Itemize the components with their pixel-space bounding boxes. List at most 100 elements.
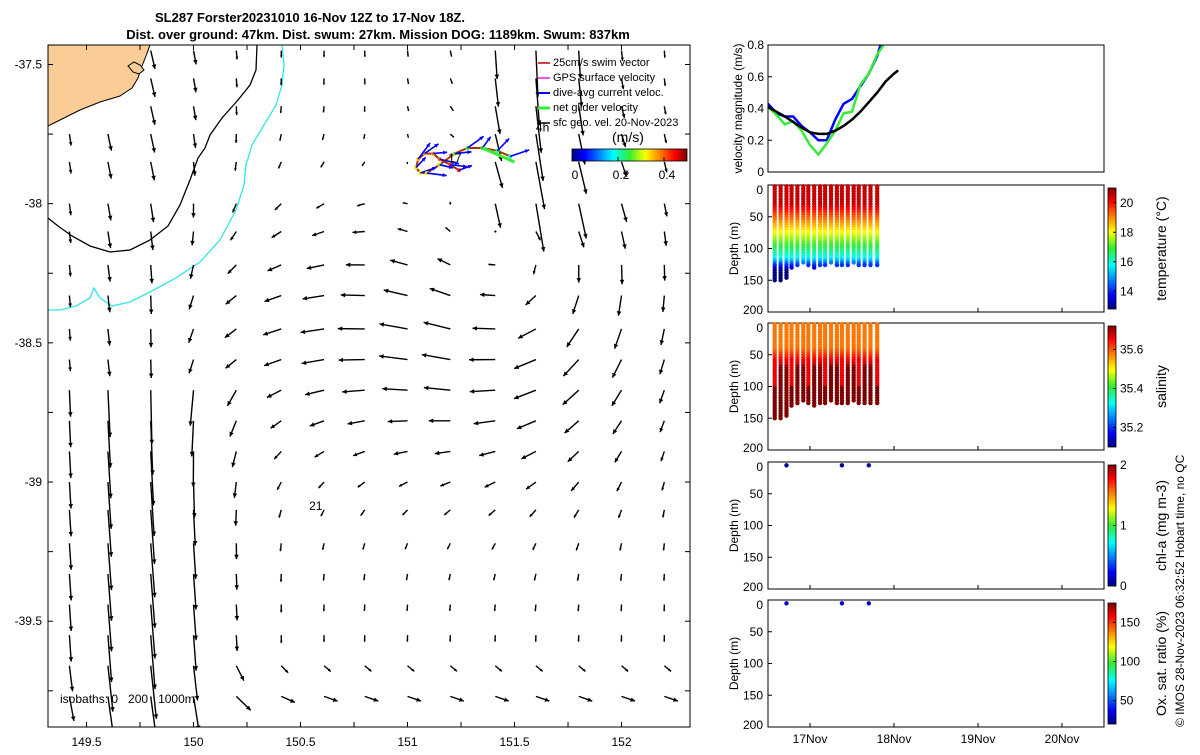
section-point bbox=[778, 416, 782, 420]
legend-dive-avg-label: dive-avg current veloc. bbox=[553, 87, 664, 99]
section-point bbox=[835, 263, 839, 267]
section-point bbox=[823, 401, 827, 405]
section-point bbox=[867, 601, 871, 605]
colorbar-tick-label: 150 bbox=[1120, 616, 1140, 630]
depth-ytick-label: 100 bbox=[743, 242, 763, 256]
isobaths-label: isobaths: 0 200 1000m bbox=[60, 692, 195, 706]
section-point bbox=[857, 263, 861, 267]
section-point bbox=[846, 401, 850, 405]
velocity-ytick-label: 0.2 bbox=[747, 133, 764, 147]
depth-ytick-label: 200 bbox=[743, 441, 763, 455]
colorbar-tick-label: 35.2 bbox=[1120, 420, 1144, 434]
section-point bbox=[851, 260, 855, 264]
section-point bbox=[818, 263, 822, 267]
section-point bbox=[835, 401, 839, 405]
colorbar-tick-label: 100 bbox=[1120, 655, 1140, 669]
depth-ylabel: Depth (m) bbox=[727, 637, 741, 690]
map-ytick-label: -38.5 bbox=[15, 336, 43, 350]
section-point bbox=[840, 263, 844, 267]
section-point bbox=[823, 263, 827, 267]
section-point bbox=[818, 401, 822, 405]
colorbar-tick-label: 50 bbox=[1120, 694, 1134, 708]
speed-colorbar-tick-label: 0.2 bbox=[613, 168, 630, 182]
colorbar-label: chl-a (mg m-3) bbox=[1153, 480, 1169, 571]
depth-ytick-label: 100 bbox=[743, 519, 763, 533]
depth-ylabel: Depth (m) bbox=[727, 360, 741, 413]
map-ytick-label: -39 bbox=[25, 475, 43, 489]
velocity-ytick-label: 0 bbox=[757, 165, 764, 179]
section-point bbox=[868, 401, 872, 405]
depth-ytick-label: 200 bbox=[743, 718, 763, 732]
section-point bbox=[773, 278, 777, 282]
section-point bbox=[795, 401, 799, 405]
section-point bbox=[784, 276, 788, 280]
legend-gps-label: GPS surface velocity bbox=[553, 72, 656, 84]
section-point bbox=[789, 265, 793, 269]
depth-ytick-label: 50 bbox=[750, 625, 764, 639]
section-point bbox=[829, 260, 833, 264]
section-xtick-label: 19Nov bbox=[961, 732, 996, 746]
section-point bbox=[801, 398, 805, 402]
depth-ytick-label: 150 bbox=[743, 411, 763, 425]
colorbar-tick-label: 1 bbox=[1120, 519, 1127, 533]
section-point bbox=[862, 263, 866, 267]
current-vector bbox=[364, 106, 366, 112]
depth-ytick-label: 150 bbox=[743, 550, 763, 564]
depth-ytick-label: 100 bbox=[743, 657, 763, 671]
depth-ytick-label: 100 bbox=[743, 380, 763, 394]
depth-ytick-label: 0 bbox=[756, 598, 763, 612]
legend-sfc-geo-label: sfc geo. vel. 20-Nov-2023 bbox=[553, 117, 678, 129]
map-xtick-label: 151 bbox=[398, 735, 418, 749]
section-point bbox=[840, 401, 844, 405]
depth-ytick-label: 200 bbox=[743, 580, 763, 594]
section-point bbox=[784, 463, 788, 467]
ocean-background bbox=[48, 45, 690, 727]
depth-ytick-label: 0 bbox=[756, 460, 763, 474]
section-point bbox=[875, 263, 879, 267]
section-point bbox=[846, 263, 850, 267]
section-point bbox=[851, 398, 855, 402]
velocity-ylabel: velocity magnitude (m/s) bbox=[731, 43, 745, 173]
depth-ytick-label: 0 bbox=[756, 321, 763, 335]
map-ytick-label: -39.5 bbox=[15, 614, 43, 628]
section-point bbox=[778, 278, 782, 282]
imos-credit: © IMOS 28-Nov-2023 06:32:52 Hobart time,… bbox=[1173, 454, 1187, 727]
map-xtick-label: 152 bbox=[612, 735, 632, 749]
section-point bbox=[801, 260, 805, 264]
depth-ytick-label: 0 bbox=[756, 183, 763, 197]
depth-ytick-label: 50 bbox=[750, 348, 764, 362]
velocity-ytick-label: 0.6 bbox=[747, 70, 764, 84]
depth-ylabel: Depth (m) bbox=[727, 222, 741, 275]
depth-ytick-label: 150 bbox=[743, 273, 763, 287]
section-point bbox=[875, 401, 879, 405]
current-vector bbox=[407, 162, 408, 164]
colorbar-label: Ox. sat. ratio (%) bbox=[1153, 611, 1169, 716]
depth-ytick-label: 150 bbox=[743, 688, 763, 702]
section-point bbox=[857, 401, 861, 405]
colorbar-tick-label: 35.4 bbox=[1120, 381, 1144, 395]
colorbar-tick-label: 35.6 bbox=[1120, 342, 1144, 356]
colorbar-tick-label: 18 bbox=[1120, 225, 1134, 239]
colorbar-label: salinity bbox=[1153, 365, 1169, 408]
map-xtick-label: 151.5 bbox=[500, 735, 530, 749]
section-point bbox=[784, 601, 788, 605]
colorbar-tick-label: 2 bbox=[1120, 458, 1127, 472]
chla-section-frame bbox=[768, 462, 1104, 589]
salinity-section-colorbar bbox=[1108, 326, 1116, 447]
speed-colorbar-tick-label: 0.4 bbox=[659, 168, 676, 182]
map-xtick-label: 149.5 bbox=[72, 735, 102, 749]
section-point bbox=[784, 414, 788, 418]
velocity-ytick-label: 0.4 bbox=[747, 102, 764, 116]
colorbar-tick-label: 14 bbox=[1120, 284, 1134, 298]
section-point bbox=[868, 263, 872, 267]
salinity-section-panel: 0 50 100 150 200 Depth (m) 35.2 35.4 35.6 salinit… bbox=[727, 321, 1169, 455]
legend-swim-label: 25cm/s swim vector bbox=[553, 57, 650, 69]
colorbar-tick-label: 16 bbox=[1120, 255, 1134, 269]
depth-ytick-label: 50 bbox=[750, 487, 764, 501]
